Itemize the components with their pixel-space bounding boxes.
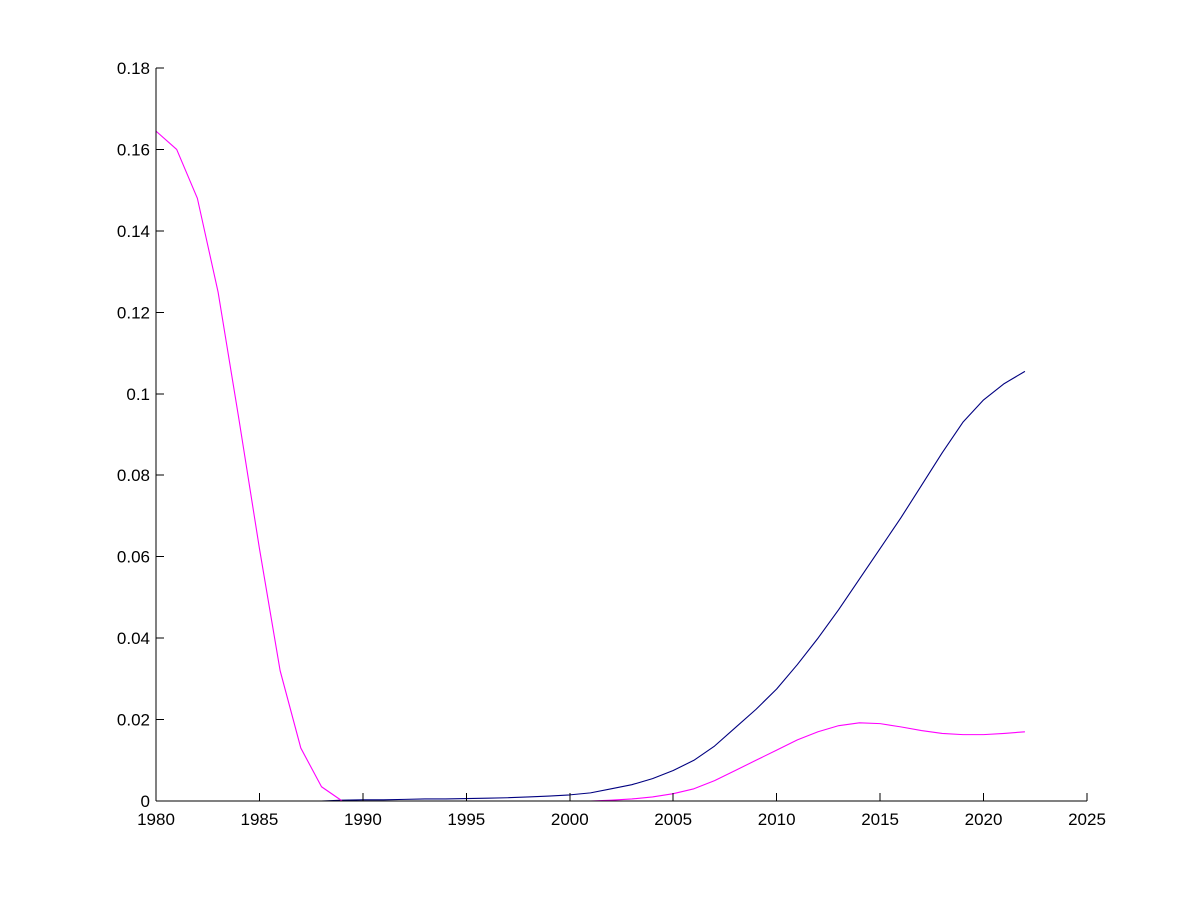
y-tick-label: 0.1	[126, 385, 150, 404]
x-tick-label: 2005	[654, 810, 692, 829]
x-tick-label: 1980	[137, 810, 175, 829]
y-tick-label: 0.06	[117, 548, 150, 567]
y-tick-label: 0.02	[117, 711, 150, 730]
x-tick-label: 2025	[1068, 810, 1106, 829]
y-tick-label: 0.12	[117, 303, 150, 322]
y-tick-label: 0	[141, 792, 150, 811]
x-tick-label: 2015	[861, 810, 899, 829]
y-tick-label: 0.18	[117, 59, 150, 78]
x-tick-label: 1990	[344, 810, 382, 829]
y-tick-label: 0.08	[117, 466, 150, 485]
x-tick-label: 2000	[551, 810, 589, 829]
x-axis-ticks: 1980 1985 1990 1995 2000 2005 2010 2015 2020 2025	[137, 793, 1106, 829]
x-tick-label: 2010	[758, 810, 796, 829]
y-tick-label: 0.14	[117, 222, 150, 241]
x-tick-label: 2020	[965, 810, 1003, 829]
y-axis-ticks: 0 0.02 0.04 0.06 0.08 0.1 0.12 0.14 0.16 0.18	[117, 59, 164, 811]
y-tick-label: 0.16	[117, 140, 150, 159]
y-tick-label: 0.04	[117, 629, 150, 648]
x-tick-label: 1985	[241, 810, 279, 829]
x-tick-label: 1995	[447, 810, 485, 829]
